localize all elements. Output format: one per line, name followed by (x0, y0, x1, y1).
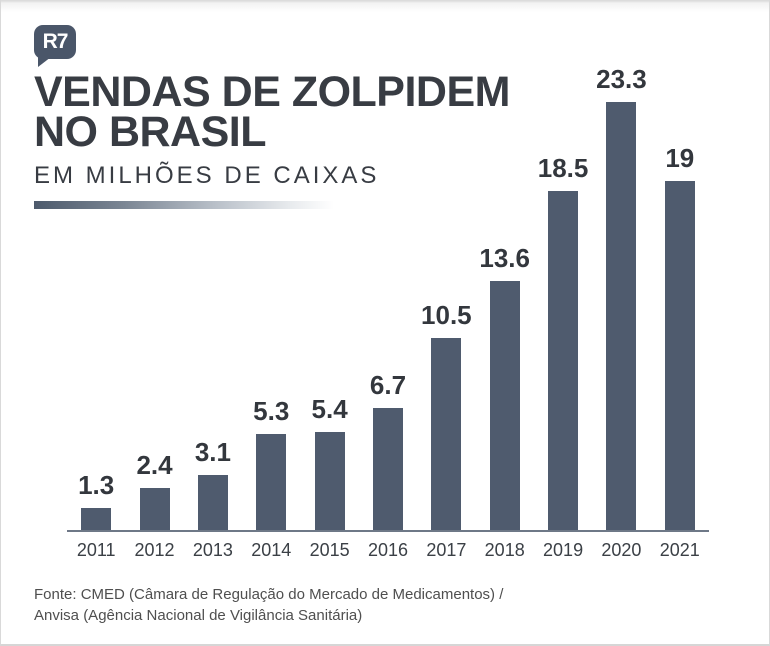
r7-logo: R7 (34, 25, 78, 71)
bar-column-2020: 23.3 (592, 60, 650, 532)
x-axis-label: 2020 (601, 540, 642, 560)
x-axis-line (67, 530, 709, 532)
bar-column-2018: 13.6 (476, 60, 534, 532)
bar-columns: 1.3 2.4 3.1 5.3 5.4 6.7 10.5 13.6 18.5 23.3 19 (67, 60, 709, 532)
bar-column-2011: 1.3 (67, 60, 125, 532)
value-label: 23.3 (596, 64, 647, 94)
chart-title-line2: NO BRASIL (34, 108, 267, 156)
x-axis-label: 2019 (543, 540, 584, 560)
bar (256, 434, 287, 532)
bar (664, 181, 695, 532)
x-axis-label: 2013 (192, 540, 233, 560)
value-label: 19 (665, 143, 695, 173)
top-shadow (1, 0, 769, 12)
r7-logo-bubble-icon: R7 (34, 25, 76, 67)
bar-column-2016: 6.7 (359, 60, 417, 532)
value-label: 2.4 (136, 450, 173, 480)
bar-column-2013: 3.1 (184, 60, 242, 532)
bar (81, 508, 112, 532)
x-axis-label: 2012 (134, 540, 175, 560)
bar-column-2019: 18.5 (534, 60, 592, 532)
value-label: 6.7 (369, 370, 407, 400)
bar (314, 432, 345, 532)
x-axis-label: 2021 (659, 540, 700, 560)
x-axis-label: 2011 (76, 540, 116, 560)
x-axis-label: 2014 (251, 540, 292, 560)
value-label: 3.1 (194, 437, 231, 467)
chart-subtitle: EM MILHÕES DE CAIXAS (34, 162, 380, 189)
bar (606, 102, 637, 532)
bar-column-2014: 5.3 (242, 60, 300, 532)
r7-logo-text: R7 (42, 30, 69, 53)
bar-column-2012: 2.4 (125, 60, 183, 532)
bar (431, 338, 462, 532)
value-label: 10.5 (421, 300, 472, 330)
x-axis-label: 2018 (484, 540, 525, 560)
bar (372, 408, 403, 532)
source-line1: Fonte: CMED (Câmara de Regulação do Merc… (34, 586, 504, 603)
bar (197, 475, 228, 532)
chart-title: VENDAS DE ZOLPIDEM NO BRASIL (34, 71, 511, 154)
value-label: 1.3 (78, 470, 115, 500)
x-axis-labels: 2011 2012 2013 2014 2015 2016 2017 2018 2019 2020… (67, 540, 709, 561)
source-credit: Fonte: CMED (Câmara de Regulação do Merc… (34, 584, 503, 626)
value-label: 13.6 (479, 243, 530, 273)
x-axis-label: 2017 (426, 540, 467, 560)
bar-column-2017: 10.5 (417, 60, 475, 532)
chart-title-line1: VENDAS DE ZOLPIDEM (34, 68, 511, 116)
bar-chart: 1.3 2.4 3.1 5.3 5.4 6.7 10.5 13.6 18.5 23.3 19 (67, 60, 709, 532)
x-axis-label: 2016 (367, 540, 408, 560)
bar-column-2015: 5.4 (300, 60, 358, 532)
bar (548, 191, 579, 532)
source-line2: Anvisa (Agência Nacional de Vigilância S… (34, 607, 363, 624)
bar-column-2021: 19 (651, 60, 709, 532)
gradient-rule (34, 201, 334, 209)
value-label: 5.4 (311, 394, 348, 424)
x-axis-label: 2015 (309, 540, 350, 560)
value-label: 5.3 (253, 396, 290, 426)
bar (489, 281, 520, 532)
value-label: 18.5 (537, 153, 589, 183)
bar (139, 488, 170, 532)
